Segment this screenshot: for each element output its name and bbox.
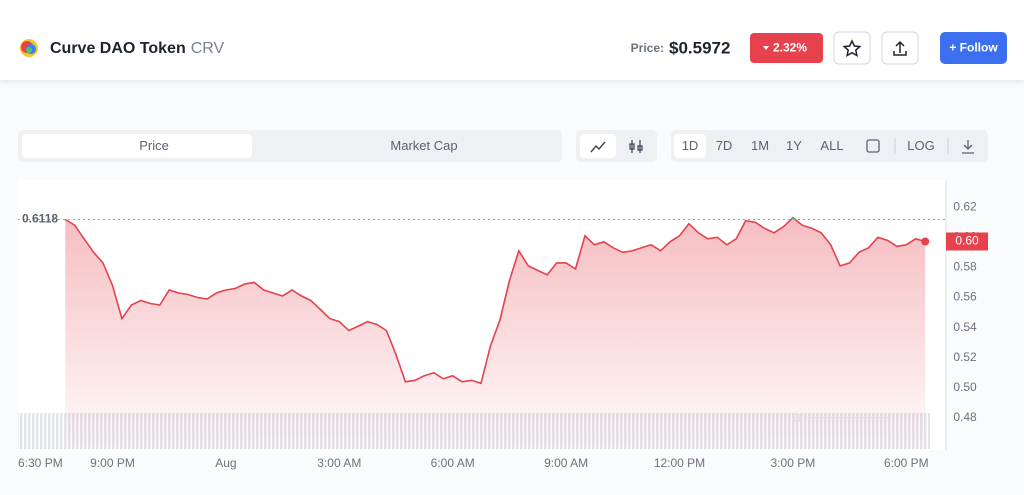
download-icon[interactable] <box>962 140 974 154</box>
price-tag-bg <box>946 232 988 251</box>
line-icon <box>590 141 606 153</box>
change-badge <box>750 33 823 63</box>
y-tick-label: 0.56 <box>953 290 977 304</box>
star-button[interactable] <box>833 31 871 65</box>
range-button[interactable]: ALL <box>820 138 843 153</box>
x-tick-label: 6:00 PM <box>884 456 929 470</box>
calendar-icon[interactable] <box>866 139 880 153</box>
logo <box>20 39 38 57</box>
range-button[interactable]: 7D <box>716 138 733 153</box>
range-button[interactable]: 1D <box>682 138 699 153</box>
tab[interactable]: Market Cap <box>390 138 457 153</box>
change-value: 2.32% <box>773 41 807 55</box>
range-selected <box>674 134 706 158</box>
follow-label: + Follow <box>949 41 998 55</box>
price-tag: 0.60 <box>955 234 979 248</box>
star-icon <box>842 39 862 57</box>
x-tick-label: 12:00 PM <box>654 456 705 470</box>
y-tick-label: 0.48 <box>953 410 977 424</box>
y-tick-label: 0.50 <box>953 380 977 394</box>
x-tick-label: 9:00 AM <box>544 456 588 470</box>
log-button[interactable]: LOG <box>907 138 934 153</box>
range-button[interactable]: 1M <box>751 138 769 153</box>
y-tick-label: 0.58 <box>953 260 977 274</box>
x-tick-label: 3:00 AM <box>317 456 361 470</box>
price-value: $0.5972 <box>669 38 730 57</box>
price-line <box>64 216 926 385</box>
tab-selected <box>22 134 252 158</box>
candle-icon[interactable] <box>629 140 643 153</box>
x-tick-label: 6:00 AM <box>431 456 475 470</box>
token-symbol: CRV <box>191 40 225 57</box>
token-name: Curve DAO Token <box>50 40 186 57</box>
range-button[interactable]: 1Y <box>786 138 802 153</box>
x-tick-label: 3:00 PM <box>771 456 816 470</box>
follow-button[interactable] <box>940 32 1007 64</box>
x-tick-label: 9:00 PM <box>90 456 135 470</box>
range-bar <box>671 130 988 162</box>
tab[interactable]: Price <box>139 138 169 153</box>
down-icon <box>763 46 769 50</box>
y-tick-label: 0.54 <box>953 320 977 334</box>
x-tick-label: 6:30 PM <box>18 456 63 470</box>
line-type-button[interactable] <box>580 134 616 158</box>
share-icon <box>893 40 907 56</box>
y-tick-label: 0.52 <box>953 350 977 364</box>
price-label: Price: <box>631 41 664 55</box>
x-tick-label: Aug <box>215 456 236 470</box>
reference-label: 0.6118 <box>22 212 58 226</box>
last-point <box>921 237 930 246</box>
y-tick-label: 0.62 <box>953 199 977 213</box>
